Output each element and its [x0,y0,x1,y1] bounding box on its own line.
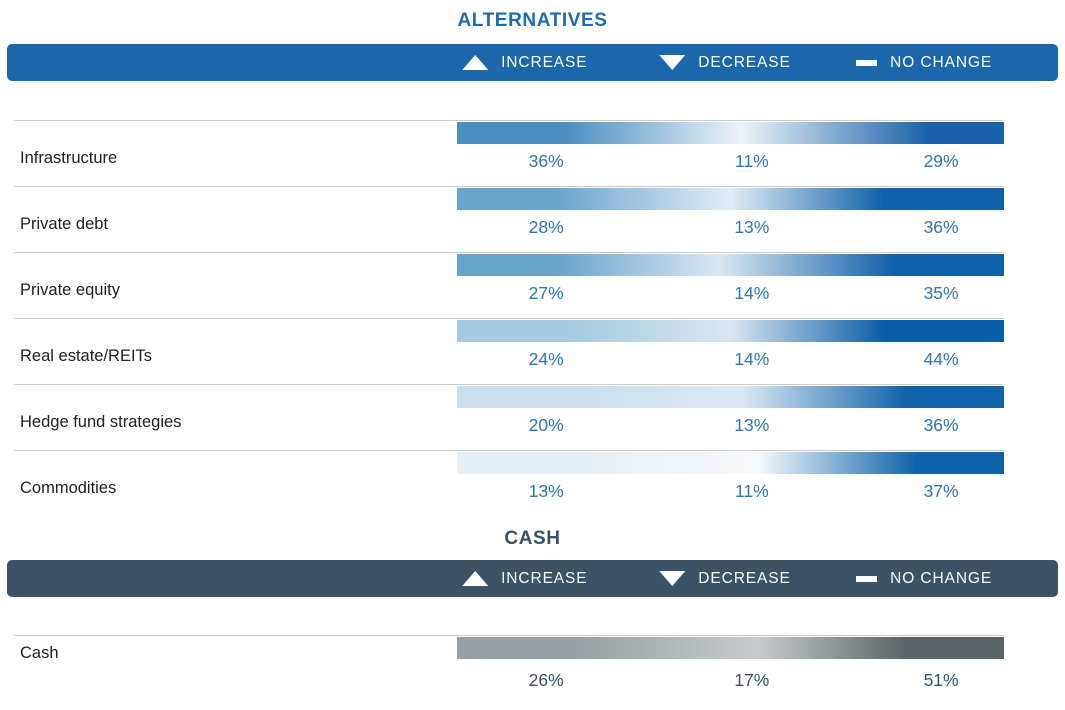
rows-container: Infrastructure 36% 11% 29% Private debt … [14,120,1004,516]
value-increase: 24% [528,349,564,369]
gradient-bar [457,637,1004,659]
value-increase: 36% [528,151,564,171]
legend-strip: INCREASE DECREASE NO CHANGE [457,560,1004,597]
legend-label-decrease: DECREASE [698,53,791,71]
row-values: 26% 17% 51% [457,670,1004,694]
table-row-commodities: Commodities 13% 11% 37% [14,450,1004,516]
gradient-bar [457,320,1004,342]
legend-item-increase: INCREASE [462,44,587,81]
increase-triangle-up-icon [462,571,489,586]
value-decrease: 17% [734,670,770,690]
gradient-bar [457,188,1004,210]
row-label: Private debt [20,215,109,233]
value-decrease: 11% [734,481,769,501]
value-decrease: 11% [734,151,769,171]
decrease-triangle-down-icon [659,55,686,70]
section-cash: CASH INCREASE DECREASE NO CHANGE Cash [0,526,1065,709]
legend-item-decrease: DECREASE [659,44,790,81]
value-decrease: 14% [734,283,770,303]
value-increase: 28% [528,217,564,237]
decrease-triangle-down-icon [659,571,686,586]
gradient-bar [457,386,1004,408]
legend-label-no-change: NO CHANGE [890,569,993,587]
table-row-hedge-fund-strategies: Hedge fund strategies 20% 13% 36% [14,384,1004,450]
table-row-private-debt: Private debt 28% 13% 36% [14,186,1004,252]
legend-item-decrease: DECREASE [659,560,790,597]
legend-item-increase: INCREASE [462,560,587,597]
legend-item-no-change: NO CHANGE [856,560,992,597]
rows-container: Cash 26% 17% 51% [14,635,1004,709]
value-no-change: 44% [923,349,959,369]
gradient-bar [457,452,1004,474]
table-row-private-equity: Private equity 27% 14% 35% [14,252,1004,318]
no-change-dash-icon [856,59,878,66]
survey-infographic: ALTERNATIVES INCREASE DECREASE NO CHANGE [0,8,1065,709]
legend-bar: INCREASE DECREASE NO CHANGE [7,44,1058,81]
legend-label-no-change: NO CHANGE [890,53,993,71]
row-values: 36% 11% 29% [457,151,1004,175]
value-no-change: 36% [923,415,959,435]
gradient-bar [457,122,1004,144]
row-values: 27% 14% 35% [457,283,1004,307]
table-row-cash: Cash 26% 17% 51% [14,635,1004,709]
value-increase: 13% [528,481,564,501]
section-title: ALTERNATIVES [457,10,608,31]
legend-label-increase: INCREASE [501,53,588,71]
section-alternatives: ALTERNATIVES INCREASE DECREASE NO CHANGE [0,8,1065,516]
value-no-change: 36% [923,217,959,237]
value-decrease: 13% [734,217,770,237]
row-label: Hedge fund strategies [20,413,182,431]
row-label: Cash [20,644,59,662]
row-values: 24% 14% 44% [457,349,1004,373]
row-label: Commodities [20,479,117,497]
value-decrease: 14% [734,349,770,369]
legend-label-decrease: DECREASE [698,569,791,587]
row-values: 13% 11% 37% [457,481,1004,505]
value-increase: 20% [528,415,564,435]
value-no-change: 51% [923,670,959,690]
legend-label-increase: INCREASE [501,569,588,587]
row-values: 28% 13% 36% [457,217,1004,241]
legend-strip: INCREASE DECREASE NO CHANGE [457,44,1004,81]
table-row-real-estate-reits: Real estate/REITs 24% 14% 44% [14,318,1004,384]
value-decrease: 13% [734,415,770,435]
no-change-dash-icon [856,575,878,582]
table-row-infrastructure: Infrastructure 36% 11% 29% [14,120,1004,186]
section-title: CASH [504,528,561,549]
increase-triangle-up-icon [462,55,489,70]
legend-bar: INCREASE DECREASE NO CHANGE [7,560,1058,597]
row-values: 20% 13% 36% [457,415,1004,439]
row-label: Private equity [20,281,120,299]
value-no-change: 29% [923,151,959,171]
value-increase: 27% [528,283,564,303]
value-increase: 26% [528,670,564,690]
legend-item-no-change: NO CHANGE [856,44,992,81]
gradient-bar [457,254,1004,276]
value-no-change: 37% [923,481,959,501]
value-no-change: 35% [923,283,959,303]
row-label: Infrastructure [20,149,118,167]
row-label: Real estate/REITs [20,347,153,365]
